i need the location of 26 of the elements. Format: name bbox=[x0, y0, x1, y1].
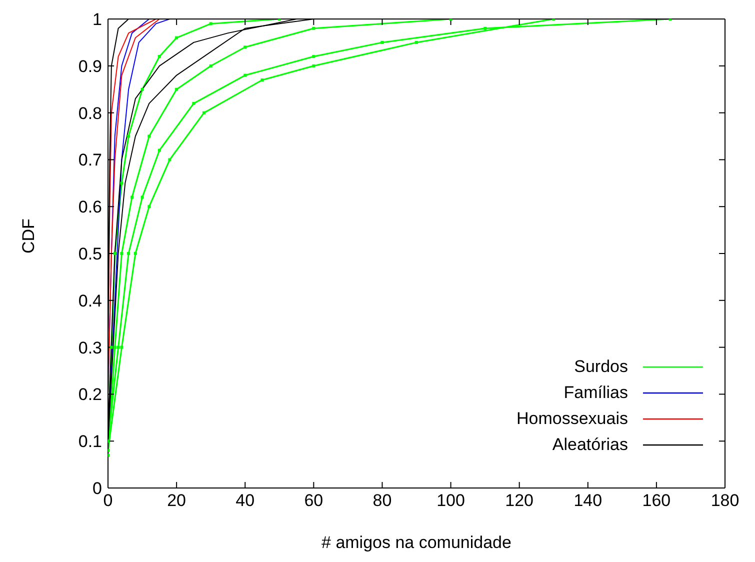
y-tick-label: 0.5 bbox=[78, 244, 102, 264]
y-tick-label: 0 bbox=[92, 479, 102, 498]
legend-label: Famílias bbox=[564, 383, 628, 403]
y-tick-label: 1 bbox=[92, 10, 102, 30]
legend-label: Homossexuais bbox=[516, 409, 628, 429]
x-tick-label: 160 bbox=[642, 491, 671, 510]
y-tick-label: 0.8 bbox=[78, 104, 102, 123]
x-tick-label: 180 bbox=[710, 491, 740, 510]
x-tick-label: 120 bbox=[505, 491, 534, 510]
legend-label: Surdos bbox=[574, 357, 628, 377]
x-axis-title: # amigos na comunidade bbox=[322, 533, 512, 552]
x-tick-label: 80 bbox=[372, 491, 392, 510]
y-tick-label: 0.7 bbox=[78, 150, 102, 170]
x-tick-label: 140 bbox=[574, 491, 602, 510]
x-tick-label: 20 bbox=[167, 491, 186, 510]
y-tick-label: 0.9 bbox=[78, 56, 102, 76]
y-axis-title: CDF bbox=[19, 218, 38, 254]
y-tick-label: 0.1 bbox=[78, 432, 102, 452]
y-tick-label: 0.2 bbox=[78, 385, 102, 404]
legend-label: Aleatórias bbox=[552, 435, 628, 455]
y-tick-label: 0.6 bbox=[78, 198, 102, 217]
x-tick-label: 40 bbox=[236, 491, 255, 510]
y-tick-label: 0.4 bbox=[78, 291, 102, 310]
x-tick-label: 60 bbox=[304, 491, 324, 510]
x-tick-label: 100 bbox=[436, 491, 465, 510]
y-tick-label: 0.3 bbox=[78, 338, 102, 358]
